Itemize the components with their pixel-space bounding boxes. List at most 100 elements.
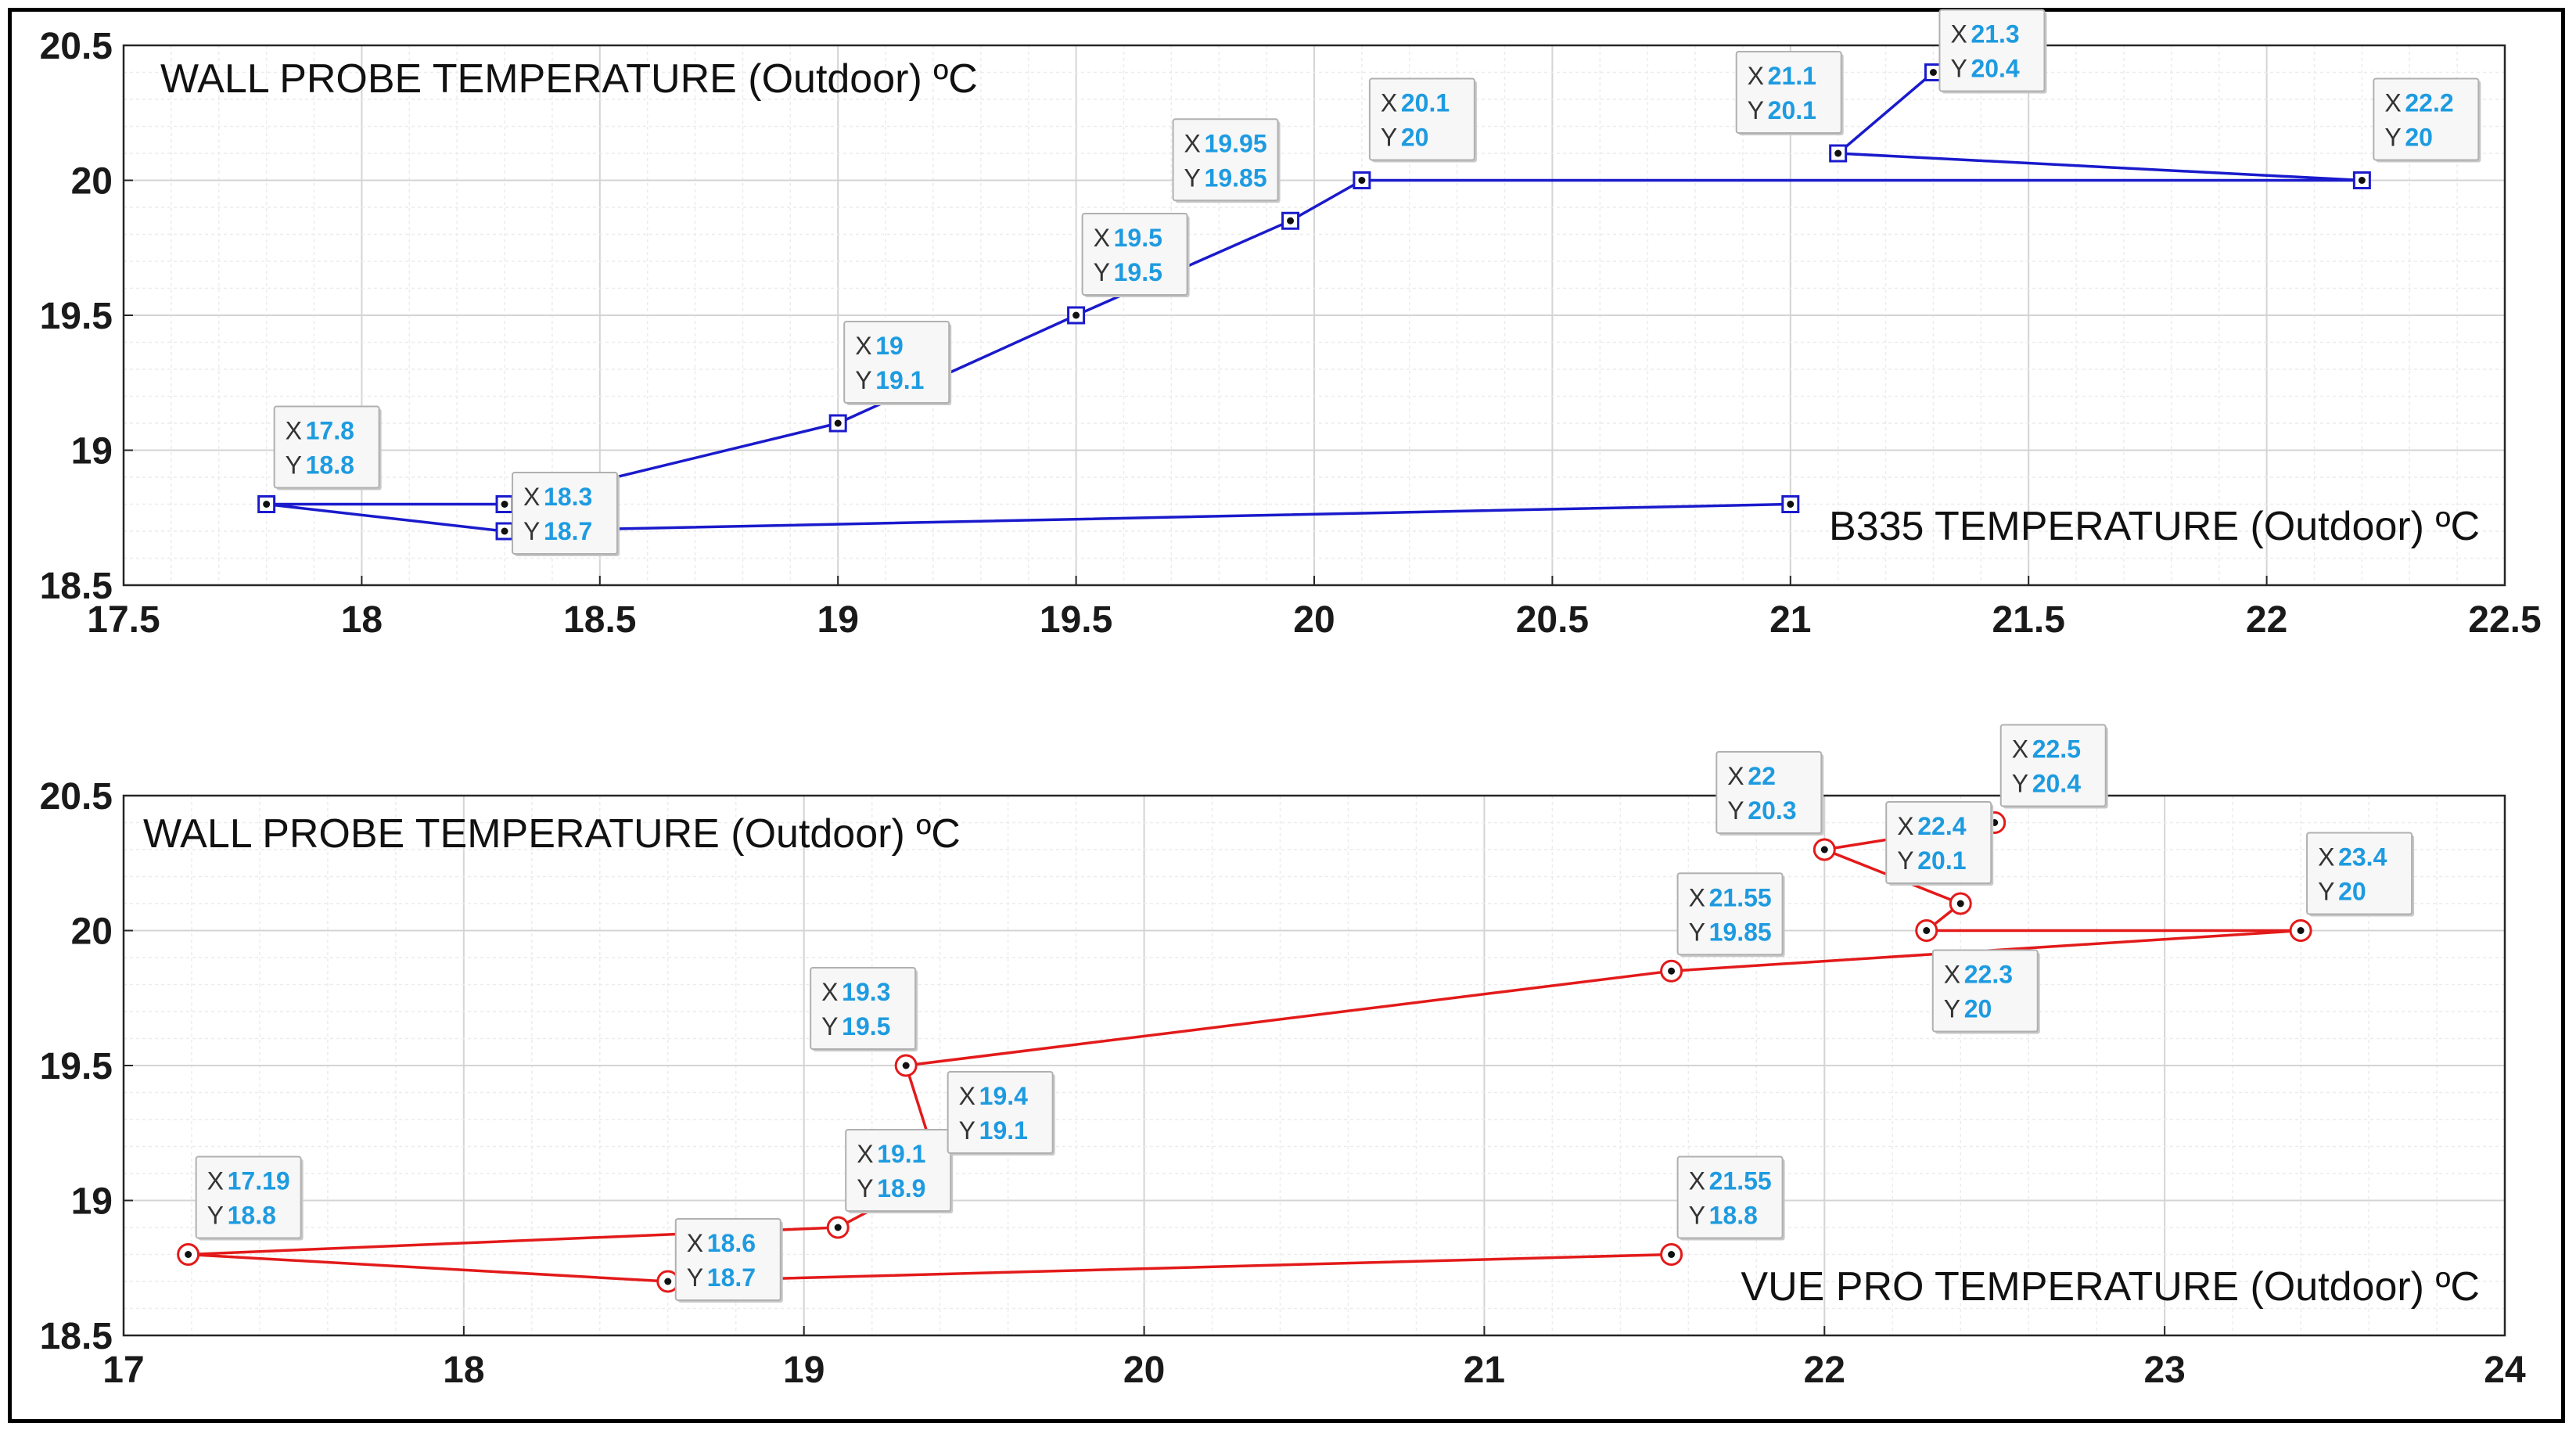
data-point (826, 1216, 850, 1239)
data-tip-y-value: 18.7 (544, 517, 592, 545)
data-tip: X 19.3Y 19.5 (810, 967, 918, 1051)
y-tick-label: 20.5 (40, 26, 113, 67)
point-dot (1668, 1251, 1676, 1258)
data-point (1924, 63, 1942, 81)
data-tip: X 19.1Y 18.9 (845, 1129, 954, 1213)
x-tick-label: 19.5 (1040, 599, 1112, 641)
data-tip-x-key: X (959, 1082, 975, 1110)
data-tip-x-key: X (1689, 1167, 1705, 1195)
x-tick-label: 18 (341, 599, 383, 641)
data-point (495, 495, 514, 513)
data-tip-y-key: Y (2318, 878, 2334, 906)
data-tip-y-key: Y (1689, 1202, 1705, 1230)
data-tip-x-key: X (855, 332, 871, 360)
data-tip-x-value: 22.2 (2405, 89, 2453, 117)
data-tip-x-value: 21.3 (1971, 20, 2019, 49)
data-tip-y-key: Y (855, 366, 871, 394)
data-tip-box (674, 1218, 781, 1301)
x-tick-label: 21 (1769, 599, 1811, 641)
x-tick-label: 22.5 (2468, 599, 2541, 641)
data-point (828, 414, 847, 433)
x-axis-label: B335 TEMPERATURE (Outdoor) ºC (1829, 504, 2480, 549)
y-tick-label: 19 (71, 1181, 113, 1223)
x-tick-label: 20 (1123, 1350, 1165, 1391)
data-point (495, 522, 514, 541)
y-tick-label: 20.5 (40, 776, 113, 818)
data-tip-y-value: 20.1 (1917, 846, 1966, 875)
x-tick-label: 17 (102, 1350, 144, 1391)
data-tip: X 23.4Y 20 (2306, 832, 2415, 917)
data-tip-x-value: 21.55 (1709, 1167, 1772, 1195)
data-tip-y-key: Y (1689, 918, 1705, 946)
data-tip: X 19.4Y 19.1 (947, 1071, 1055, 1155)
data-tip-y-value: 19.1 (979, 1116, 1028, 1145)
x-axis-label: VUE PRO TEMPERATURE (Outdoor) ºC (1741, 1264, 2480, 1310)
y-tick-label: 20 (71, 161, 113, 203)
data-tip-y-key: Y (959, 1116, 975, 1145)
data-tip-y-key: Y (1727, 796, 1744, 825)
data-tip-box (1999, 724, 2107, 807)
point-dot (1956, 900, 1964, 907)
data-tip-y-value: 20.1 (1768, 96, 1816, 124)
series-line (186, 821, 2302, 1283)
data-tip: X 17.8Y 18.8 (273, 405, 382, 491)
data-point (257, 495, 276, 513)
point-dot (185, 1251, 192, 1258)
data-tip: X 21.3Y 20.4 (1938, 9, 2047, 94)
data-tip-y-value: 18.7 (707, 1263, 756, 1292)
data-tip-y-key: Y (1184, 164, 1201, 192)
data-tip-x-value: 17.8 (306, 417, 354, 445)
data-tip-y-value: 20 (2338, 878, 2366, 906)
data-tip-box (845, 1129, 952, 1212)
data-tip-y-value: 19.5 (1114, 258, 1162, 286)
data-tip-x-value: 22.3 (1964, 961, 2013, 989)
data-tip-x-value: 19.3 (842, 978, 890, 1006)
x-tick-label: 21 (1464, 1350, 1505, 1391)
data-tip-x-value: 22.4 (1917, 812, 1966, 840)
data-tip-y-value: 20.4 (2032, 770, 2081, 798)
data-tip-x-value: 19.1 (877, 1140, 925, 1168)
data-tip-y-key: Y (286, 451, 302, 480)
point-dot (834, 1224, 842, 1231)
data-tip-y-value: 19.85 (1205, 164, 1267, 192)
x-tick-label: 18.5 (563, 599, 636, 641)
x-tick-label: 22 (1804, 1350, 1845, 1391)
chart-title: WALL PROBE TEMPERATURE (Outdoor) ºC (143, 811, 961, 857)
point-dot (902, 1062, 910, 1069)
data-tip: X 21.55Y 19.85 (1676, 872, 1785, 958)
data-tip-x-value: 19.5 (1114, 224, 1162, 252)
data-tip-box (1368, 77, 1475, 161)
data-tip-y-key: Y (207, 1202, 224, 1230)
data-point (1829, 144, 1848, 163)
chart-title: WALL PROBE TEMPERATURE (Outdoor) ºC (160, 56, 978, 102)
data-tip-box (1931, 949, 2039, 1033)
data-tip-x-key: X (1184, 129, 1201, 157)
data-tip-box (1938, 9, 2046, 92)
x-tick-label: 20.5 (1516, 599, 1589, 641)
data-point (2289, 919, 2312, 942)
point-dot (664, 1278, 672, 1285)
data-tip-box (1172, 118, 1279, 202)
data-tip-x-key: X (2384, 89, 2401, 117)
data-tip-y-key: Y (2384, 124, 2401, 152)
point-dot (2297, 927, 2305, 934)
data-point (1660, 1243, 1683, 1266)
point-dot (2358, 177, 2366, 184)
data-tip-x-value: 21.55 (1709, 883, 1772, 911)
data-tip-y-key: Y (1748, 96, 1764, 124)
data-tip-box (1885, 801, 1992, 884)
data-tip: X 22.2Y 20 (2373, 77, 2481, 163)
data-tip-x-value: 21.1 (1768, 62, 1816, 90)
data-tip-y-key: Y (687, 1263, 703, 1292)
data-tip-x-value: 23.4 (2338, 843, 2387, 872)
data-tip-x-value: 17.19 (228, 1167, 290, 1195)
y-tick-label: 19.5 (40, 296, 113, 337)
data-tip-x-key: X (1094, 224, 1110, 252)
data-tip-y-value: 19.5 (842, 1012, 890, 1040)
y-tick-label: 19 (71, 431, 113, 473)
data-point (1281, 211, 1300, 230)
data-tip-y-value: 20 (1964, 995, 1992, 1023)
data-tip-x-value: 20.1 (1401, 89, 1450, 117)
data-tip-y-key: Y (1897, 846, 1913, 875)
data-tip-y-key: Y (1944, 995, 1960, 1023)
